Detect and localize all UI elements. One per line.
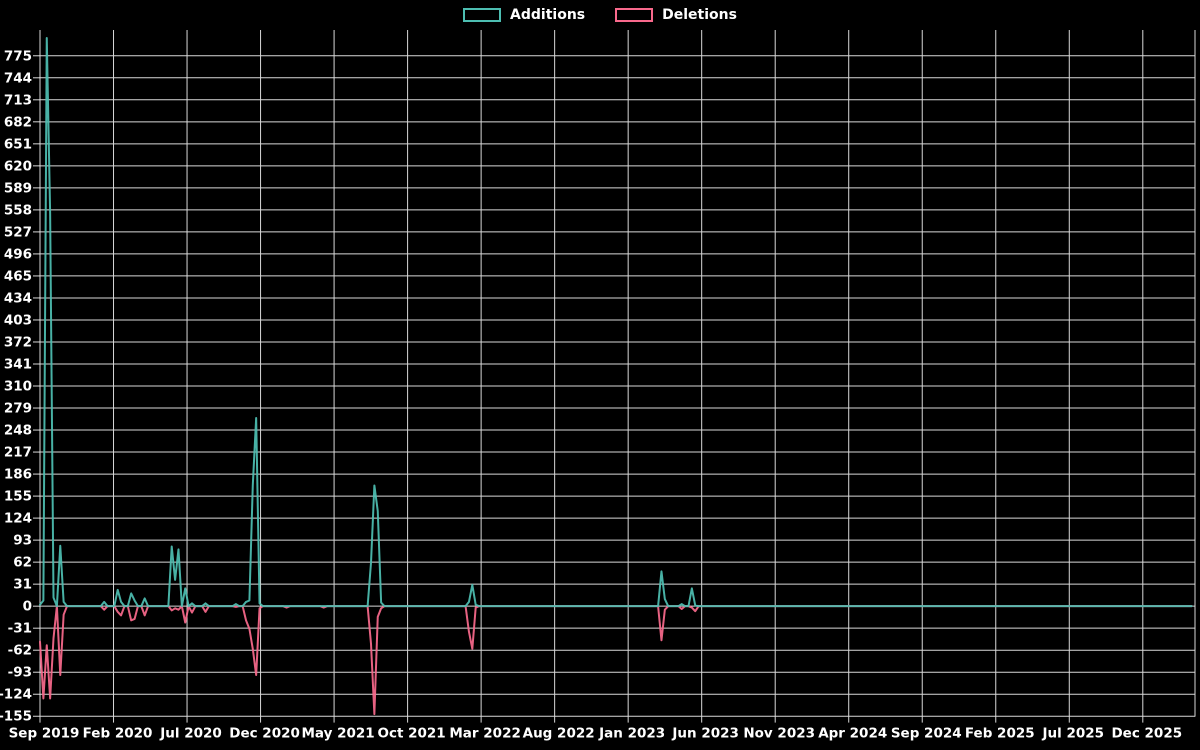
- y-tick-label: 93: [13, 533, 32, 549]
- y-tick-label: 31: [13, 577, 32, 593]
- y-tick-label: -124: [0, 687, 32, 703]
- y-tick-label: 279: [4, 401, 32, 417]
- deletions-line: [39, 605, 1193, 716]
- y-tick-label: 682: [4, 114, 32, 130]
- y-tick-label: -31: [8, 621, 32, 637]
- y-tick-label: 434: [4, 290, 32, 306]
- deletions-legend-swatch-icon: [615, 8, 654, 22]
- axis-ticks: [33, 55, 1144, 723]
- x-tick-label: Apr 2024: [818, 726, 887, 742]
- x-tick-label: Aug 2022: [523, 726, 595, 742]
- legend-item-additions[interactable]: Additions: [463, 6, 585, 24]
- y-tick-label: 713: [4, 92, 32, 108]
- y-tick-label: 744: [4, 70, 32, 86]
- x-tick-label: Jun 2023: [671, 726, 739, 742]
- x-tick-label: Jul 2025: [1042, 726, 1105, 742]
- y-tick-label: 372: [4, 334, 32, 350]
- x-tick-label: Feb 2020: [83, 726, 153, 742]
- y-tick-label: 620: [4, 158, 32, 174]
- x-axis-labels: Sep 2019 Feb 2020 Jul 2020 Dec 2020 May 2021…: [9, 726, 1183, 742]
- x-tick-label: Jul 2020: [159, 726, 222, 742]
- x-tick-label: Sep 2024: [891, 726, 962, 742]
- y-tick-label: -155: [0, 709, 32, 725]
- y-tick-label: 465: [4, 268, 32, 284]
- y-tick-label: 496: [4, 246, 32, 262]
- y-tick-label: 186: [4, 467, 32, 483]
- additions-legend-label: Additions: [510, 7, 586, 23]
- y-tick-label: 558: [4, 202, 32, 218]
- y-tick-label: 217: [4, 445, 32, 461]
- x-tick-label: Dec 2025: [1111, 726, 1182, 742]
- x-tick-label: Mar 2022: [449, 726, 520, 742]
- x-tick-label: Nov 2023: [743, 726, 815, 742]
- y-tick-label: 403: [4, 312, 32, 328]
- deletions-legend-label: Deletions: [662, 7, 737, 23]
- y-tick-label: 589: [4, 180, 32, 196]
- y-tick-label: 124: [4, 511, 32, 527]
- x-tick-label: Sep 2019: [9, 726, 80, 742]
- legend-item-deletions[interactable]: Deletions: [615, 6, 737, 24]
- y-tick-label: -93: [8, 665, 32, 681]
- y-tick-label: -62: [8, 643, 32, 659]
- x-tick-label: Dec 2020: [229, 726, 300, 742]
- additions-line: [39, 37, 1193, 608]
- y-axis-labels: -155 -124 -93 -62 -31 0 31 62 93 124 155 186 217 248 2…: [0, 48, 32, 724]
- y-tick-label: 62: [13, 555, 32, 571]
- x-tick-label: Oct 2021: [377, 726, 445, 742]
- additions-legend-swatch-icon: [463, 8, 502, 22]
- x-tick-label: Jan 2023: [598, 726, 665, 742]
- x-tick-label: Feb 2025: [965, 726, 1035, 742]
- y-tick-label: 155: [4, 489, 32, 505]
- y-tick-label: 775: [4, 48, 32, 64]
- y-tick-label: 341: [4, 356, 32, 372]
- y-tick-label: 0: [23, 599, 32, 615]
- y-tick-label: 527: [4, 224, 32, 240]
- x-tick-label: May 2021: [301, 726, 374, 742]
- gridlines: [39, 30, 1196, 717]
- y-tick-label: 310: [4, 379, 32, 395]
- y-tick-label: 651: [4, 136, 32, 152]
- y-tick-label: 248: [4, 423, 32, 439]
- chart-legend: Additions Deletions: [0, 6, 1200, 24]
